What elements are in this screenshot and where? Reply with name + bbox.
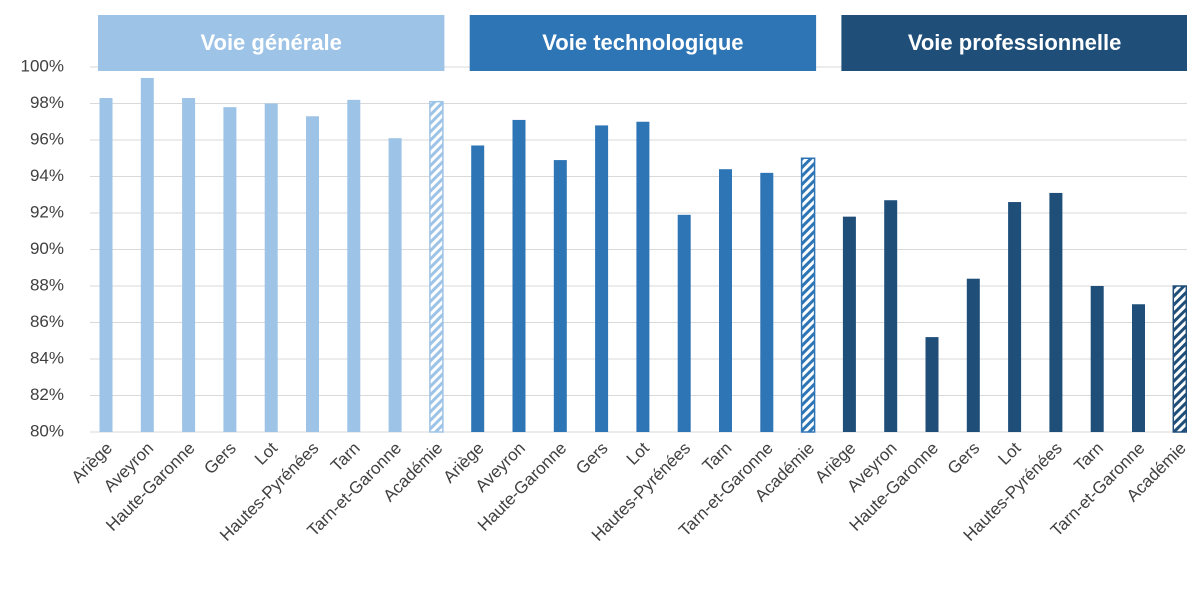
- group-title: Voie générale: [200, 30, 341, 55]
- bar: [636, 121, 650, 432]
- x-tick-label: Gers: [572, 439, 611, 478]
- bar: [719, 169, 732, 432]
- group-header: [469, 15, 817, 71]
- y-tick-label: 84%: [30, 348, 64, 367]
- bar: [842, 216, 856, 432]
- bar: [1090, 286, 1104, 432]
- bar: [223, 107, 237, 433]
- bar: [925, 337, 939, 432]
- x-tick-label: Gers: [200, 439, 239, 478]
- group-title: Voie professionnelle: [908, 30, 1122, 55]
- bar: [429, 100, 444, 433]
- y-tick-label: 98%: [30, 93, 64, 112]
- bar: [347, 99, 361, 432]
- bar: [760, 172, 774, 432]
- group-header: [841, 15, 1187, 71]
- y-tick-label: 80%: [30, 421, 64, 440]
- y-tick-label: 86%: [30, 312, 64, 331]
- bar: [966, 278, 980, 432]
- y-tick-label: 90%: [30, 239, 64, 258]
- x-tick-label: Lot: [994, 438, 1024, 468]
- x-tick-label: Gers: [944, 439, 983, 478]
- bar: [388, 138, 402, 433]
- bar: [595, 125, 609, 433]
- bar: [1132, 304, 1145, 432]
- group-title: Voie technologique: [542, 30, 743, 55]
- bar: [1008, 202, 1022, 432]
- bar: [264, 103, 278, 432]
- group-header: [98, 15, 445, 71]
- x-tick-label: Tarn: [699, 439, 736, 476]
- bar: [140, 77, 154, 432]
- bar: [471, 145, 485, 432]
- bar: [182, 98, 196, 433]
- bar: [1172, 285, 1187, 433]
- y-tick-label: 100%: [21, 56, 64, 75]
- y-tick-label: 94%: [30, 166, 64, 185]
- x-tick-label: Tarn: [1070, 439, 1107, 476]
- bar: [1049, 192, 1063, 432]
- bar: [306, 116, 319, 433]
- bar: [553, 160, 567, 432]
- y-tick-label: 96%: [30, 129, 64, 148]
- y-tick-label: 88%: [30, 275, 64, 294]
- bar: [512, 119, 526, 433]
- bar: [677, 214, 691, 432]
- x-tick-label: Lot: [251, 438, 281, 468]
- bar: [800, 157, 816, 433]
- bar: [884, 200, 898, 432]
- bar: [99, 98, 113, 433]
- y-tick-label: 82%: [30, 385, 64, 404]
- x-tick-label: Tarn: [327, 439, 364, 476]
- y-tick-label: 92%: [30, 202, 64, 221]
- x-tick-label: Lot: [623, 438, 653, 468]
